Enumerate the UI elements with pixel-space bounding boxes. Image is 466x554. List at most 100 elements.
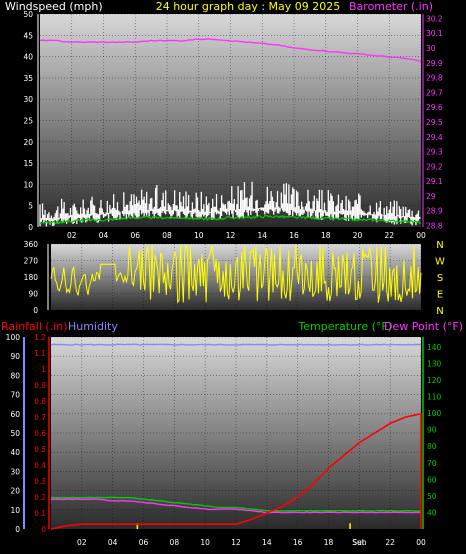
x-tick-label: Sun: [352, 538, 367, 547]
compass-label: E: [437, 290, 443, 301]
rain-tick-label: 0.4: [34, 461, 46, 470]
left-tick-label: 40: [23, 53, 33, 62]
humidity-tick-label: 0: [15, 525, 20, 534]
right-tick-label: 30.2: [426, 14, 443, 23]
humidity-tick-label: 100: [6, 333, 21, 342]
x-tick-label: 20: [353, 231, 363, 240]
humidity-tick-label: 90: [10, 352, 20, 361]
x-tick-label: 22: [384, 231, 394, 240]
x-tick-label: 00: [416, 231, 426, 240]
humidity-line: [50, 343, 422, 346]
left-tick-label: 30: [23, 95, 33, 104]
x-tick-label: 08: [170, 538, 180, 547]
x-tick-label: 22: [385, 538, 395, 547]
direction-tick-label: 0: [33, 306, 38, 315]
x-tick-label: 02: [67, 231, 77, 240]
right-tick-label: 29.8: [426, 74, 443, 83]
x-tick-label: 14: [257, 231, 267, 240]
rain-tick-label: 1: [41, 365, 46, 374]
left-tick-label: 15: [23, 159, 33, 168]
graph-title: 24 hour graph day : May 09 2025: [156, 0, 341, 13]
rain-tick-label: 1.1: [34, 349, 46, 358]
x-tick-label: 12: [231, 538, 241, 547]
compass-label: S: [437, 273, 443, 284]
temperature-tick-label: 50: [427, 492, 437, 501]
rain-tick-label: 0.9: [34, 381, 46, 390]
left-tick-label: 10: [23, 180, 33, 189]
humidity-tick-label: 50: [10, 429, 20, 438]
temperature-tick-label: 60: [427, 475, 437, 484]
temperature-tick-label: 130: [427, 359, 442, 368]
x-tick-label: 10: [194, 231, 204, 240]
temperature-tick-label: 70: [427, 459, 437, 468]
temperature-tick-label: 40: [427, 508, 437, 517]
temperature-tick-label: 110: [427, 393, 442, 402]
wind-direction-marks: [50, 244, 422, 304]
wind-baro-grid: [40, 13, 422, 228]
temperature-tick-label: 100: [427, 409, 442, 418]
rain-tick-label: 1.2: [34, 333, 46, 342]
x-tick-label: 10: [200, 538, 210, 547]
right-tick-label: 29.4: [426, 133, 443, 142]
left-tick-label: 5: [28, 202, 33, 211]
dewpoint-line: [50, 498, 422, 514]
temperature-tick-label: 80: [427, 442, 437, 451]
humidity-legend: Humidity: [68, 320, 118, 333]
x-tick-label: 02: [77, 538, 87, 547]
windspeed-avg-line: [39, 214, 422, 225]
barometer-axis-title: Barometer (.in): [349, 0, 433, 13]
dewpoint-legend: Dew Point (°F): [384, 320, 463, 333]
left-tick-label: 50: [23, 10, 33, 19]
barometer-line: [39, 38, 422, 63]
x-tick-label: 00: [416, 538, 426, 547]
x-tick-label: 16: [293, 538, 303, 547]
left-tick-label: 45: [23, 31, 33, 40]
rain-tick-label: 0: [41, 525, 46, 534]
x-tick-label: 06: [130, 231, 140, 240]
rain-tick-label: 0.7: [34, 413, 46, 422]
humidity-tick-label: 60: [10, 410, 20, 419]
right-tick-label: 28.8: [426, 222, 443, 231]
direction-tick-label: 180: [24, 273, 39, 282]
compass-label: W: [435, 257, 445, 268]
right-tick-label: 30: [426, 44, 436, 53]
right-tick-label: 29: [426, 192, 436, 201]
left-tick-label: 35: [23, 74, 33, 83]
x-tick-label: 16: [289, 231, 299, 240]
temperature-legend: Temperature (°F): [297, 320, 392, 333]
windspeed-axis-title: Windspeed (mph): [5, 0, 103, 13]
humidity-tick-label: 40: [10, 448, 20, 457]
direction-tick-label: 360: [24, 240, 39, 249]
direction-tick-label: 90: [28, 290, 38, 299]
humidity-tick-label: 30: [10, 467, 20, 476]
humidity-tick-label: 20: [10, 487, 20, 496]
rain-tick-label: 0.5: [34, 445, 46, 454]
x-tick-label: 04: [99, 231, 109, 240]
rain-temp-ticks: 010203040506070809010000.10.20.30.40.50.…: [6, 333, 442, 547]
x-tick-label: 12: [226, 231, 236, 240]
humidity-tick-label: 80: [10, 371, 20, 380]
right-tick-label: 30.1: [426, 29, 443, 38]
right-tick-label: 29.2: [426, 162, 443, 171]
rain-tick-label: 0.6: [34, 429, 46, 438]
left-tick-label: 20: [23, 138, 33, 147]
x-tick-label: 18: [324, 538, 334, 547]
wind-baro-marks: [39, 38, 422, 227]
temperature-line: [50, 496, 421, 512]
temperature-tick-label: 90: [427, 426, 437, 435]
right-tick-label: 29.7: [426, 88, 443, 97]
x-tick-label: 18: [321, 231, 331, 240]
temperature-tick-label: 140: [427, 343, 442, 352]
x-tick-label: 08: [162, 231, 172, 240]
rain-tick-label: 0.8: [34, 397, 46, 406]
rain-tick-label: 0.1: [34, 509, 46, 518]
rain-tick-label: 0.3: [34, 477, 46, 486]
rain-tick-label: 0.2: [34, 493, 46, 502]
rain-temp-marks: [50, 343, 422, 530]
rainfall-legend: Rainfall (.in): [1, 320, 68, 333]
left-tick-label: 0: [28, 223, 33, 232]
x-tick-label: 14: [262, 538, 272, 547]
